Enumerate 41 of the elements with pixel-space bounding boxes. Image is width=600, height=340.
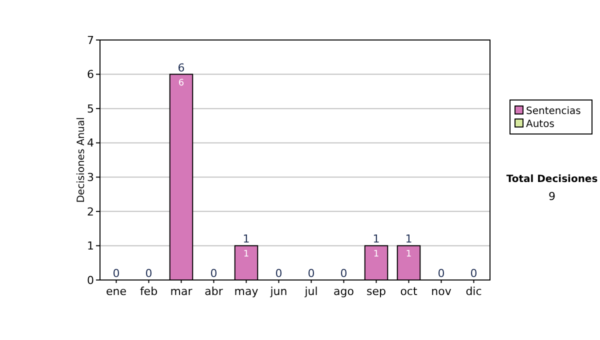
total-label: 0	[340, 267, 348, 280]
total-label: 0	[210, 267, 218, 280]
y-tick-label: 0	[87, 274, 94, 287]
legend-label: Sentencias	[526, 106, 581, 117]
x-tick-label: feb	[140, 285, 158, 298]
data-label: 1	[373, 250, 380, 260]
text: 9	[548, 190, 556, 203]
x-tick-label: ene	[106, 285, 127, 298]
x-tick-label: nov	[431, 285, 452, 298]
y-tick-label: 7	[87, 34, 94, 47]
x-tick-label: dic	[466, 285, 482, 298]
x-tick-label: mar	[170, 285, 193, 298]
y-tick-label: 5	[87, 102, 94, 116]
x-tick-label: ago	[334, 285, 354, 298]
total-label: 0	[308, 267, 315, 280]
y-tick-label: 2	[87, 205, 94, 218]
y-tick-label: 1	[87, 240, 94, 253]
total-label: 1	[242, 232, 250, 246]
y-tick-label: 4	[87, 136, 94, 150]
x-tick-label: oct	[400, 285, 418, 298]
data-label: 1	[406, 250, 412, 260]
y-tick-label: 6	[87, 68, 94, 82]
total-label: 1	[372, 232, 380, 246]
total-label: 0	[145, 267, 152, 280]
data-label: 6	[178, 78, 184, 88]
total-label: 0	[470, 267, 478, 280]
x-tick-label: jun	[269, 285, 288, 298]
total-label: 1	[405, 232, 412, 246]
x-tick-label: abr	[204, 285, 224, 298]
x-tick-label: jul	[304, 285, 318, 298]
total-label: 0	[112, 267, 120, 280]
total-label: 0	[438, 267, 445, 280]
text: Total Decisiones	[506, 174, 598, 185]
x-tick-label: may	[234, 285, 259, 298]
x-tick-label: sep	[366, 285, 386, 298]
y-tick-label: 3	[87, 170, 94, 184]
y-axis-title: Decisiones Anual	[76, 117, 87, 203]
total-label: 6	[178, 61, 185, 74]
data-label: 1	[243, 250, 250, 260]
total-label: 0	[275, 267, 282, 280]
legend-label: Autos	[526, 119, 554, 130]
